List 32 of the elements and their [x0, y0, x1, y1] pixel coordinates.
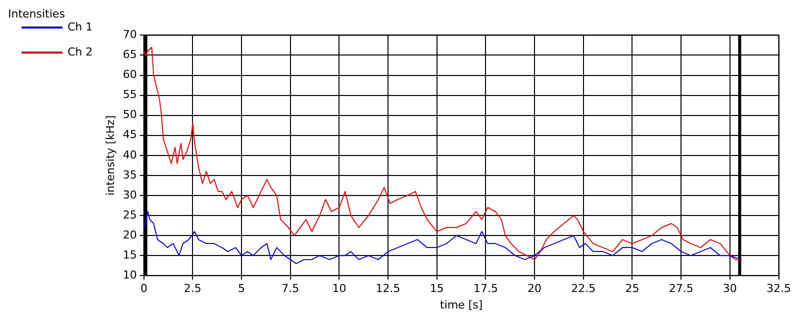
y-tick-label: 45 [122, 128, 137, 142]
x-tick-label: 20 [528, 282, 542, 296]
x-tick-label: 12.5 [376, 282, 400, 296]
x-tick-label: 0 [140, 282, 148, 296]
y-tick-label: 35 [122, 168, 137, 182]
text: Intensities [8, 7, 66, 20]
x-tick-label: 32.5 [766, 282, 792, 296]
y-tick-label: 65 [122, 48, 137, 62]
x-tick-label: 15 [430, 282, 444, 296]
y-axis-title: intensity [kHz] [104, 115, 118, 196]
y-tick-label: 30 [122, 188, 137, 202]
y-tick-label: 60 [122, 68, 137, 82]
y-tick-label: 40 [122, 148, 137, 162]
y-tick-label: 10 [122, 268, 137, 282]
legend-label: Ch 1 [68, 20, 93, 34]
x-tick-label: 30 [722, 282, 737, 296]
x-axis-title: time [s] [440, 298, 483, 312]
y-tick-label: 55 [122, 88, 137, 102]
x-tick-label: 2.5 [184, 282, 202, 296]
y-tick-label: 20 [122, 228, 137, 242]
x-tick-label: 5 [238, 282, 246, 296]
y-tick-label: 15 [122, 248, 137, 262]
x-tick-label: 10 [332, 282, 346, 296]
x-tick-label: 7.5 [282, 282, 300, 296]
x-tick-label: 27.5 [668, 282, 694, 296]
y-tick-label: 50 [122, 108, 137, 122]
y-tick-label: 70 [122, 28, 137, 42]
y-tick-label: 25 [122, 208, 137, 222]
legend-label: Ch 2 [68, 45, 93, 58]
x-tick-label: 25 [625, 282, 640, 296]
x-tick-label: 17.5 [473, 282, 498, 296]
x-tick-label: 22.5 [571, 282, 596, 296]
